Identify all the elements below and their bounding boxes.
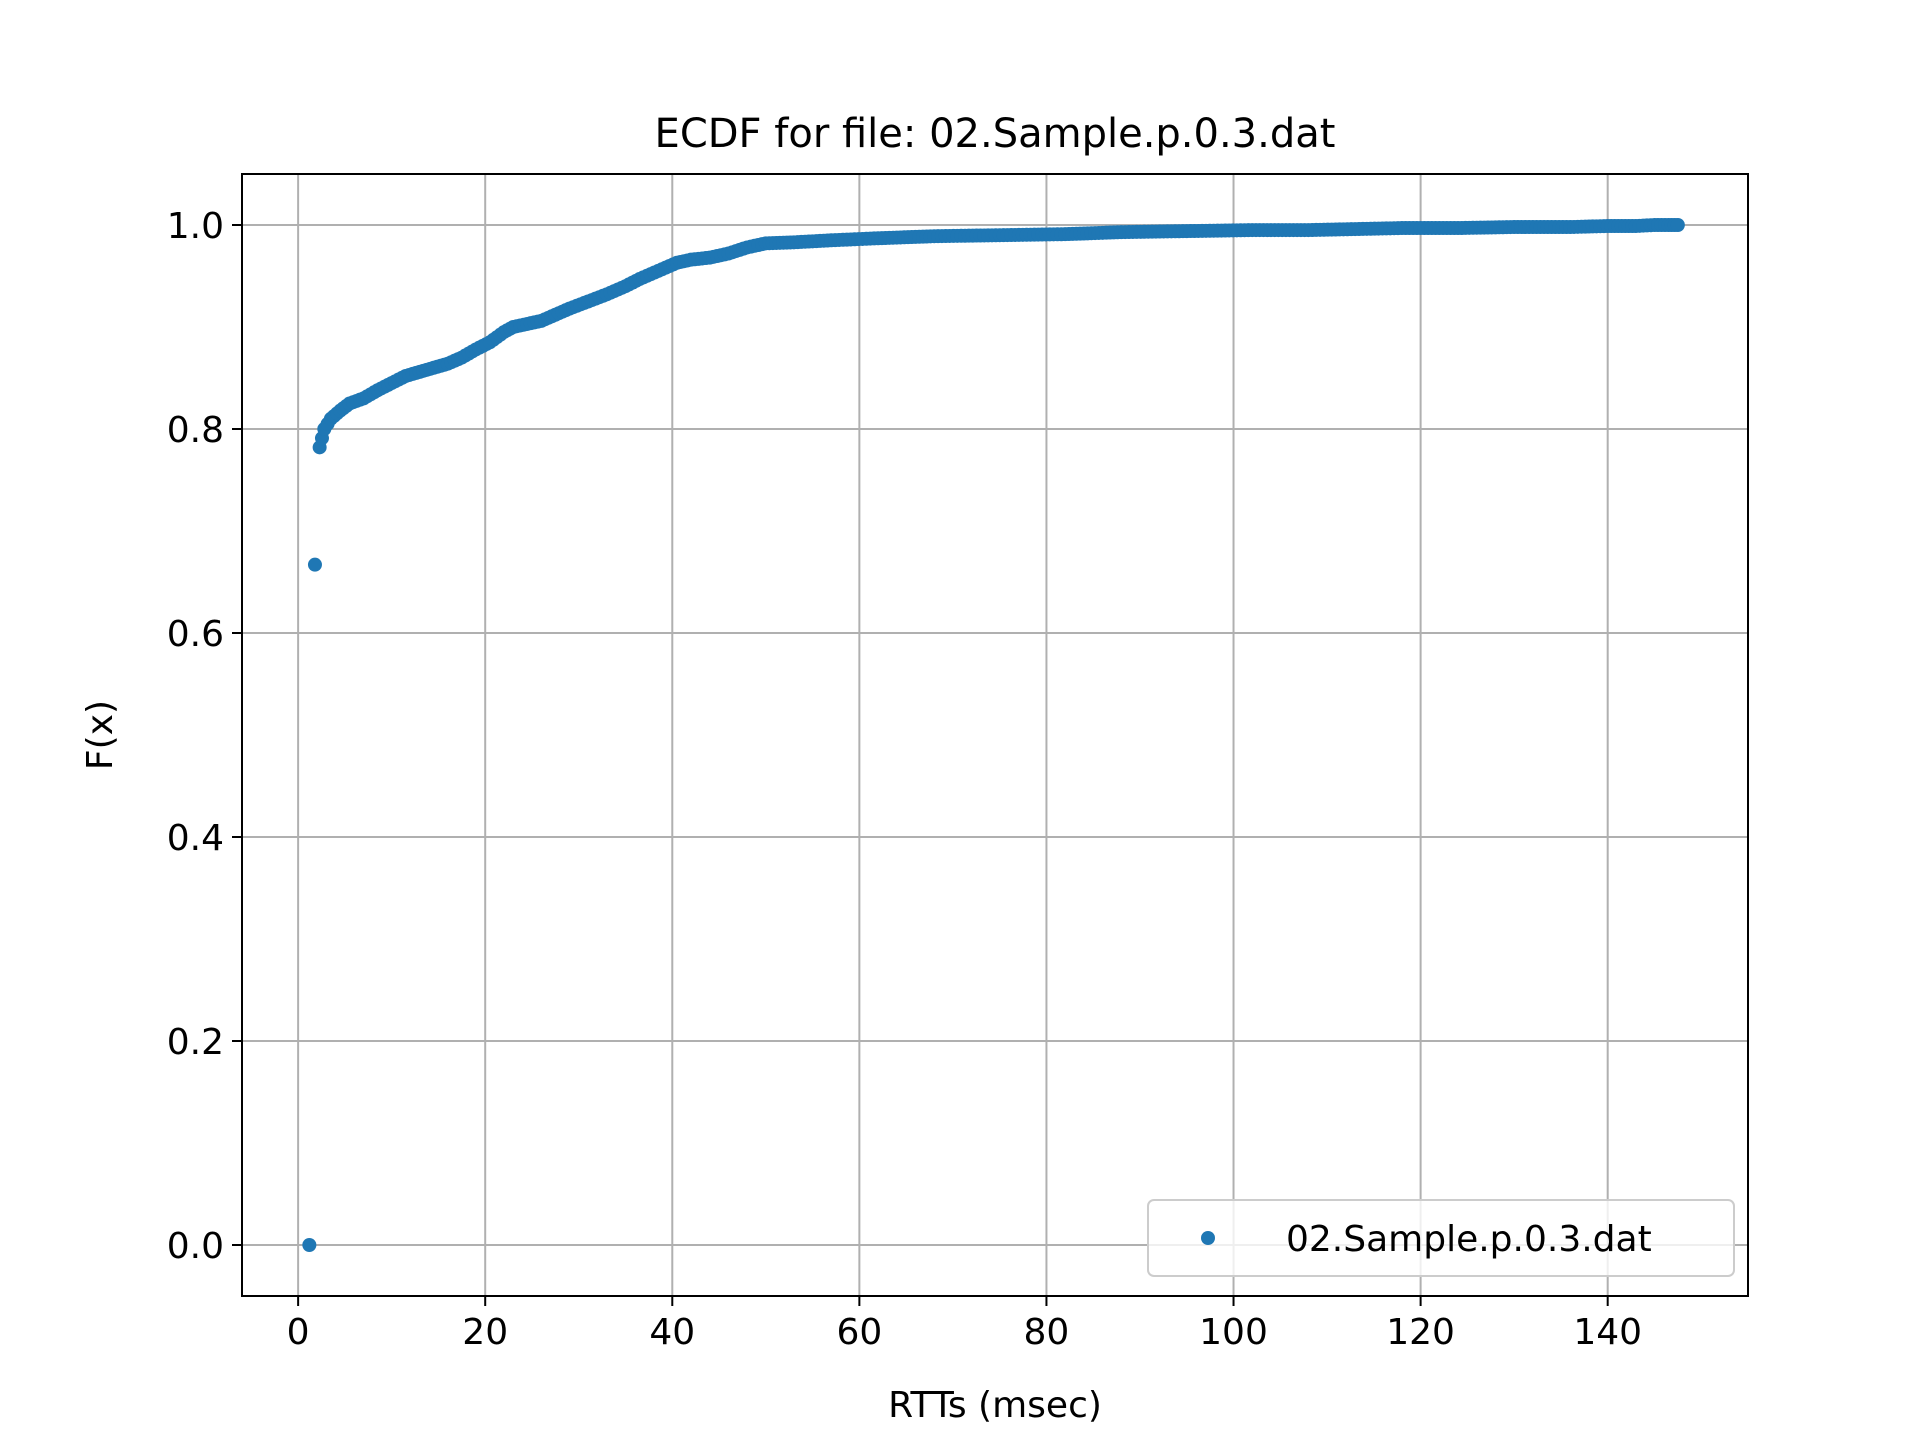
data-point [1670, 218, 1685, 232]
y-tick-label: 0.0 [167, 1226, 224, 1267]
legend-box [1147, 1199, 1735, 1277]
grid [242, 174, 1748, 1296]
y-tick-label: 0.2 [167, 1022, 224, 1063]
x-tick-label: 20 [462, 1312, 508, 1353]
x-tick-label: 100 [1199, 1312, 1268, 1353]
y-tick-label: 0.6 [167, 614, 224, 655]
x-axis-label: RTTs (msec) [888, 1385, 1102, 1426]
y-tick-label: 1.0 [167, 206, 224, 247]
data-point [307, 557, 322, 572]
x-tick-label: 40 [649, 1312, 695, 1353]
data-points [302, 218, 1685, 1252]
legend: 02.Sample.p.0.3.dat [1147, 1199, 1735, 1277]
x-tick-label: 140 [1573, 1312, 1642, 1353]
x-tick-label: 0 [287, 1312, 310, 1353]
x-tick-label: 60 [836, 1312, 882, 1353]
plot-frame [241, 173, 1749, 1297]
legend-marker [1201, 1231, 1215, 1245]
y-tick-label: 0.4 [167, 818, 224, 859]
chart-title: ECDF for file: 02.Sample.p.0.3.dat [655, 111, 1336, 157]
x-tick-label: 80 [1024, 1312, 1070, 1353]
y-axis-label: F(x) [80, 700, 121, 770]
x-tick-label: 120 [1386, 1312, 1455, 1353]
y-tick-label: 0.8 [167, 410, 224, 451]
axis-ticks: 0 20 40 60 80 100 120 140 0.0 0.2 0.4 0.6 0.8 1.0 [167, 206, 1642, 1353]
data-point [302, 1238, 317, 1252]
legend-label: 02.Sample.p.0.3.dat [1286, 1219, 1652, 1260]
